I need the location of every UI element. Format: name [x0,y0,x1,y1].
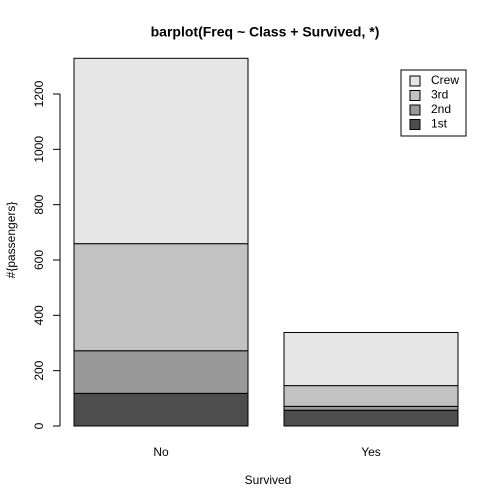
x-tick-label: Yes [361,445,381,459]
legend-swatch [409,90,421,101]
bar-segment [73,392,249,427]
bar-segment [283,385,459,407]
legend-swatch [409,104,421,116]
legend-label: 2nd [431,102,451,116]
y-tick-label: 200 [32,360,46,380]
y-axis-label: #{passengers} [4,202,18,279]
legend-label: 1st [431,117,448,131]
y-tick-label: 400 [32,305,46,325]
bar-segment [73,57,249,245]
legend-label: 3rd [431,88,448,102]
bar-segment [73,243,249,352]
bar-segment [283,405,459,411]
y-tick-label: 600 [32,250,46,270]
y-tick-label: 1000 [32,136,46,163]
legend-label: Crew [431,73,459,87]
x-tick-label: No [153,445,169,459]
bar-segment [283,331,459,387]
x-axis-label: Survived [245,473,292,487]
chart-title: barplot(Freq ~ Class + Survived, *) [151,24,380,40]
legend-swatch [409,119,421,130]
y-tick-label: 0 [32,422,46,429]
y-tick-label: 800 [32,194,46,214]
bar-segment [73,350,249,394]
y-tick-label: 1200 [32,80,46,107]
legend-swatch [409,75,421,87]
bar-segment [283,409,459,427]
